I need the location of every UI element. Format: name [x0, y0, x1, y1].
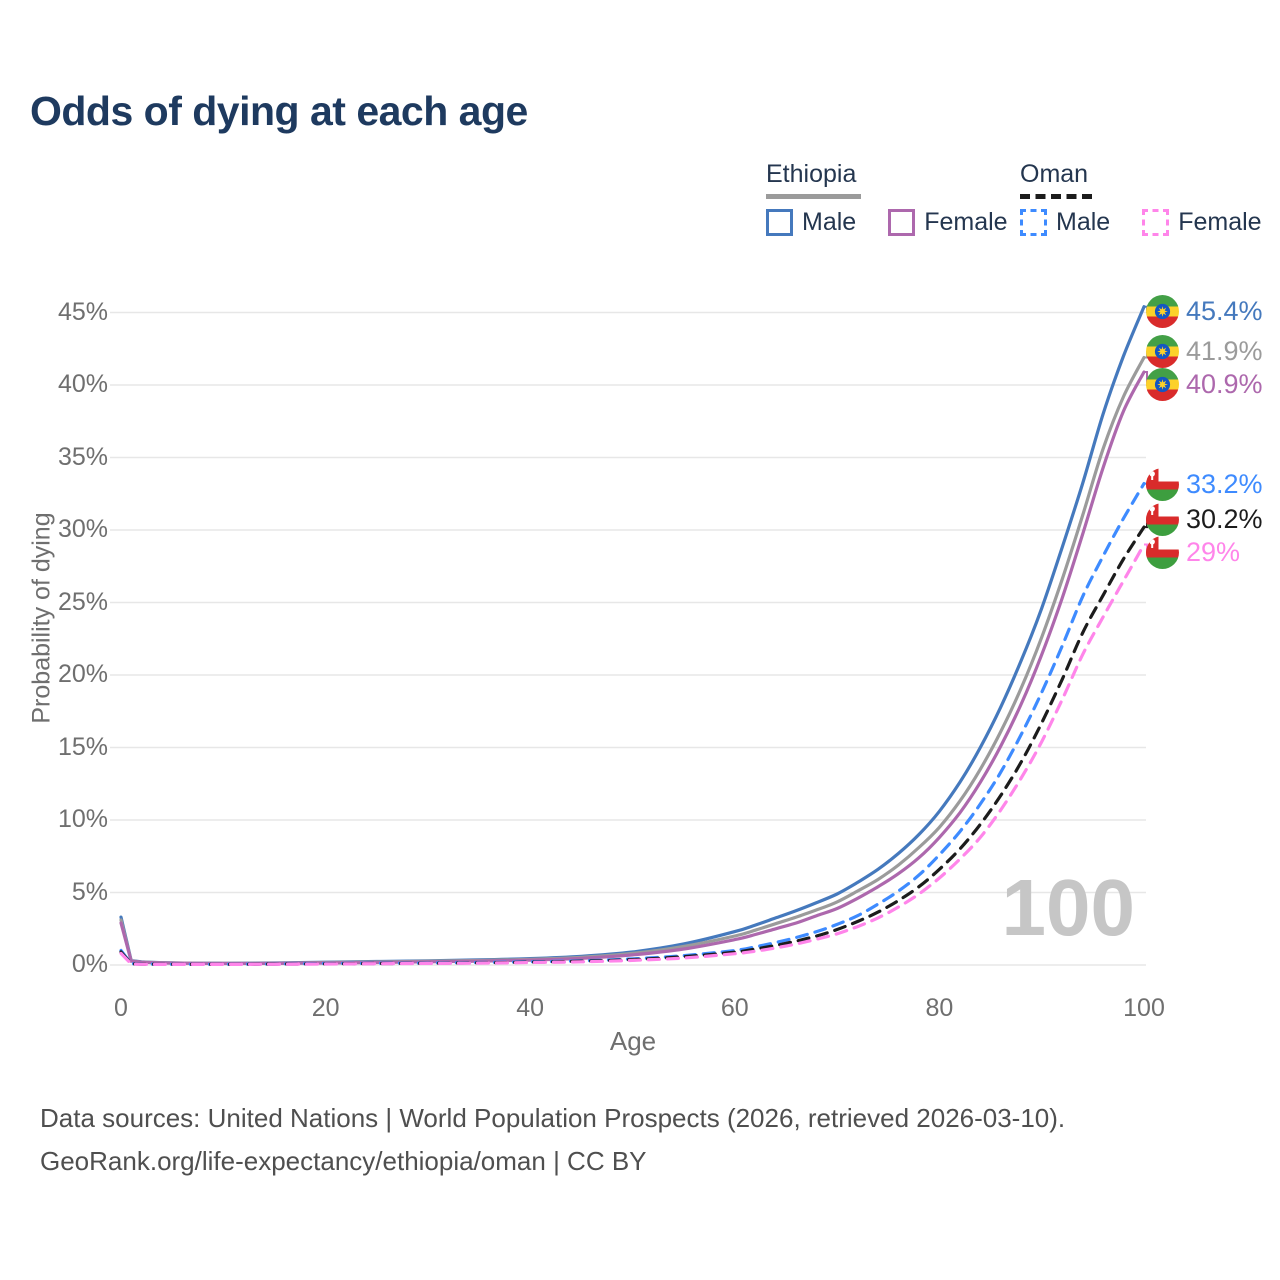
legend-country-oman-label: Oman: [1020, 160, 1089, 188]
series-line-oman-female: [119, 542, 1146, 967]
oman-line-style-sample: [1020, 194, 1092, 199]
legend-label-oman-female[interactable]: Female: [1178, 208, 1262, 236]
x-tick-label: 60: [720, 994, 749, 1022]
legend-label-ethiopia-male[interactable]: Male: [802, 208, 857, 236]
x-axis-title: Age: [609, 1026, 657, 1056]
y-tick-label: 5%: [71, 877, 108, 906]
oman-flag-icon: [1146, 503, 1179, 536]
end-label-value: 40.9%: [1186, 369, 1263, 399]
legend-group-ethiopia: Ethiopia Male Female: [766, 160, 1008, 237]
end-label-value: 41.9%: [1186, 336, 1263, 366]
x-tick-label: 80: [925, 994, 954, 1022]
y-tick-label: 40%: [57, 370, 108, 398]
legend-label-oman-male[interactable]: Male: [1056, 208, 1111, 236]
footer: Data sources: United Nations | World Pop…: [40, 1097, 1065, 1183]
legend-label-ethiopia-female[interactable]: Female: [924, 208, 1008, 236]
page-title: Odds of dying at each age: [30, 88, 528, 134]
legend-group-oman: Oman Male Female: [1020, 160, 1262, 237]
ethiopia-flag-icon: [1146, 295, 1179, 328]
end-label-value: 29%: [1186, 537, 1241, 567]
end-label-oman-both-sexes: 30.2%: [1146, 503, 1263, 536]
ethiopia-flag-icon: [1146, 335, 1179, 368]
legend-chip-oman-male[interactable]: [1020, 209, 1047, 236]
x-tick-label: 100: [1123, 994, 1165, 1022]
oman-flag-icon: [1146, 536, 1179, 569]
y-tick-label: 30%: [57, 515, 108, 543]
legend-country-ethiopia-label: Ethiopia: [766, 160, 857, 188]
legend-country-oman[interactable]: Oman: [1020, 160, 1262, 199]
legend-chip-ethiopia-male[interactable]: [766, 209, 793, 236]
age-watermark: 100: [1001, 863, 1135, 952]
data-sources-line: Data sources: United Nations | World Pop…: [40, 1103, 1066, 1133]
end-label-oman-female: 29%: [1146, 536, 1240, 569]
legend-chip-ethiopia-female[interactable]: [888, 209, 916, 236]
y-tick-label: 35%: [57, 442, 108, 471]
ethiopia-line-style-sample: [766, 194, 861, 199]
y-tick-label: 15%: [57, 732, 108, 761]
oman-flag-icon: [1146, 468, 1179, 501]
y-tick-label: 10%: [57, 805, 108, 833]
end-label-ethiopia-female: 40.9%: [1146, 368, 1263, 401]
x-tick-label: 40: [516, 994, 545, 1022]
end-label-value: 30.2%: [1186, 504, 1263, 534]
end-label-ethiopia-male: 45.4%: [1146, 295, 1263, 328]
end-label-oman-male: 33.2%: [1146, 468, 1263, 501]
end-label-value: 33.2%: [1186, 469, 1263, 499]
y-tick-label: 45%: [57, 297, 108, 326]
ethiopia-flag-icon: [1146, 368, 1179, 401]
x-tick-label: 20: [311, 994, 340, 1022]
y-tick-label: 0%: [71, 950, 108, 978]
x-tick-label: 0: [114, 994, 128, 1022]
legend-chip-oman-female[interactable]: [1142, 209, 1170, 236]
series-line-ethiopia-male: [119, 305, 1146, 965]
y-tick-label: 25%: [57, 587, 108, 616]
y-axis-title: Probability of dying: [27, 512, 56, 724]
y-tick-label: 20%: [57, 660, 108, 688]
end-label-value: 45.4%: [1186, 296, 1263, 326]
legend-country-ethiopia[interactable]: Ethiopia: [766, 160, 1008, 199]
end-label-ethiopia-both-sexes: 41.9%: [1146, 335, 1263, 368]
attribution-line: GeoRank.org/life-expectancy/ethiopia/oma…: [40, 1146, 647, 1176]
